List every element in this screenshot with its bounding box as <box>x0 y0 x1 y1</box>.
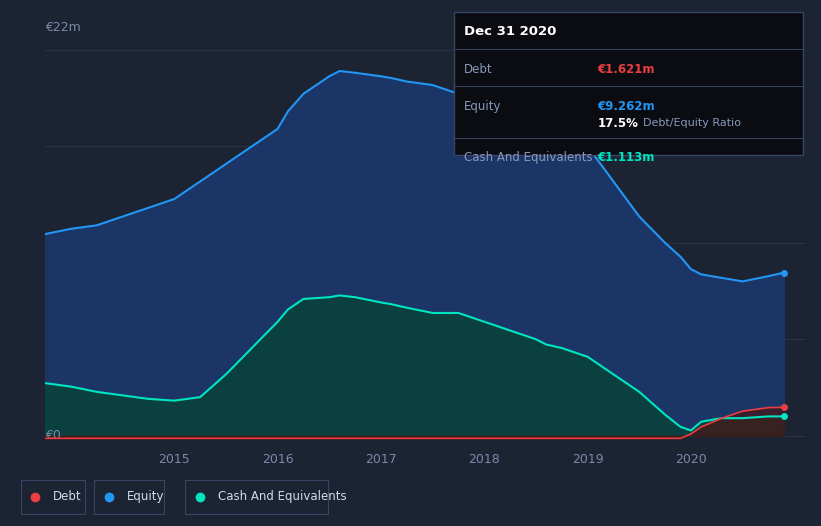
Text: €1.621m: €1.621m <box>598 63 655 76</box>
Text: €22m: €22m <box>45 21 81 34</box>
Text: €1.113m: €1.113m <box>598 151 655 164</box>
Text: €9.262m: €9.262m <box>598 100 655 113</box>
Text: Equity: Equity <box>464 100 502 113</box>
Text: Cash And Equivalents: Cash And Equivalents <box>218 490 346 503</box>
Text: Equity: Equity <box>127 490 165 503</box>
Text: Debt: Debt <box>464 63 493 76</box>
Text: Debt: Debt <box>53 490 82 503</box>
Text: 17.5%: 17.5% <box>598 117 639 129</box>
Text: Debt/Equity Ratio: Debt/Equity Ratio <box>643 118 741 128</box>
Text: €0: €0 <box>45 430 61 442</box>
Text: Cash And Equivalents: Cash And Equivalents <box>464 151 593 164</box>
Text: Dec 31 2020: Dec 31 2020 <box>464 25 557 38</box>
